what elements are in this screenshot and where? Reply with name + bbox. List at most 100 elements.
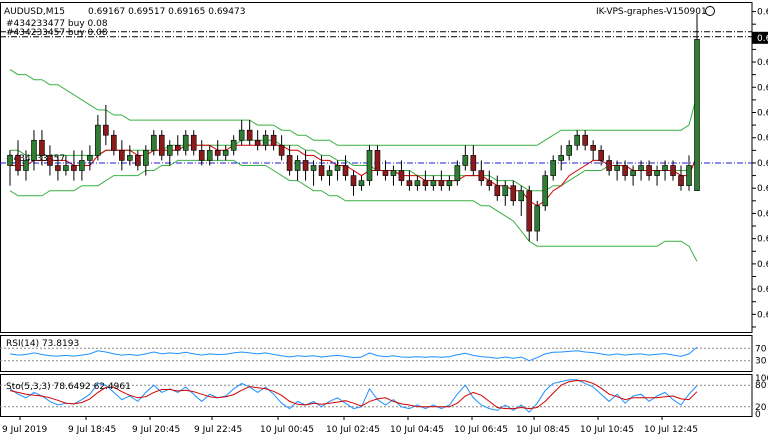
candle-body [190,134,197,151]
time-axis-label: 9 Jul 22:45 [194,425,242,435]
order-label: #434233477 buy 0.08 [6,19,108,29]
candle-body [350,175,357,186]
time-axis-label: 10 Jul 08:45 [516,425,570,435]
candle-body [430,180,437,186]
rsi-line [9,346,698,362]
candle-body [662,165,668,171]
price-axis-label: 0.69125 [757,209,768,219]
candle-body [438,180,445,186]
candle-body [302,160,309,171]
rsi-level-label: 70 [755,344,767,354]
time-axis-label: 10 Jul 06:45 [454,425,508,435]
candle-body [414,180,421,186]
candle-body [398,170,405,181]
rsi-label: RSI(14) 73.8193 [6,339,79,349]
candle-body [310,165,317,171]
bollinger-lower-line [9,159,698,262]
candle-body [95,124,101,156]
candle-body [670,165,676,176]
candle-body [454,165,461,181]
candle-body [582,134,588,146]
candle-body [79,160,85,171]
stoch-signal-line [9,379,698,410]
candle-body [278,144,285,156]
stoch-level-label: 0 [755,410,761,420]
candle-body [63,165,69,171]
bollinger-upper-line [9,69,698,146]
candle-body [542,175,549,207]
candle-body [630,170,636,176]
candle-body [574,134,580,146]
candle-body [622,165,628,176]
smiley-icon [705,6,715,16]
candle-body [326,170,333,176]
candle-body [694,39,700,192]
stoch-label: Sto(5,3,3) 78.6492 62.4961 [6,382,131,392]
candle-body [15,155,21,171]
stoch-panel-frame [0,374,753,417]
candle-body [406,180,413,186]
candle-body [31,139,37,161]
candle-body [598,150,604,161]
candle-body [462,155,469,166]
candle-body [111,134,117,151]
candle-body [478,170,485,181]
candle-body [686,165,692,186]
candle-body [214,150,221,156]
candle-body [550,160,557,176]
candle-body [446,180,453,186]
price-axis-label: 0.69175 [757,184,768,194]
stoch-level-label: 100 [755,374,768,384]
symbol-label: AUDUSD,M15 [4,7,65,17]
candle-body [638,165,644,171]
candle-body [127,155,133,161]
candle-body [262,134,269,146]
rsi-level-label: 30 [755,357,767,367]
candle-body [606,160,612,171]
price-axis-label: 0.69425 [757,58,768,68]
candle-body [358,180,365,186]
candle-body [158,134,165,156]
time-axis-label: 10 Jul 04:45 [390,425,444,435]
candle-body [254,139,261,146]
candle-body [526,190,533,232]
time-axis-label: 10 Jul 10:45 [580,425,634,435]
candle-body [270,134,277,146]
candle-body [119,150,125,161]
candle-body [47,155,53,166]
candle-body [558,155,564,161]
candle-body [366,150,373,181]
candle-body [238,129,245,141]
stoch-level-label: 20 [755,403,767,413]
time-axis-label: 10 Jul 02:45 [326,425,380,435]
candle-body [230,139,237,151]
candle-body [318,165,325,176]
candle-body [286,155,293,171]
price-axis-label: 0.68975 [757,285,768,295]
candle-body [534,205,541,232]
candle-body [39,139,45,156]
candle-body [390,170,397,176]
candle-body [174,144,181,151]
candle-body [7,155,13,166]
candle-body [198,150,205,161]
price-axis-label: 0.69225 [757,159,768,169]
candle-body [374,150,381,171]
candle-body [150,134,157,151]
time-axis-label: 10 Jul 00:45 [260,425,314,435]
price-axis-label: 0.69325 [757,108,768,118]
main-chart-frame [0,2,753,333]
candle-body [510,185,517,202]
candle-body [518,190,525,202]
stoch-main-line [9,379,698,413]
time-axis-label: 10 Jul 12:45 [644,425,698,435]
ohlc-values: 0.69167 0.69517 0.69165 0.69473 [88,7,245,17]
candle-body [135,155,141,166]
candle-body [422,180,429,186]
candle-body [590,144,596,151]
candle-body [494,185,501,197]
time-axis-label: 9 Jul 20:45 [132,425,180,435]
candle-body [206,150,213,161]
price-axis-label: 0.68925 [757,310,768,320]
